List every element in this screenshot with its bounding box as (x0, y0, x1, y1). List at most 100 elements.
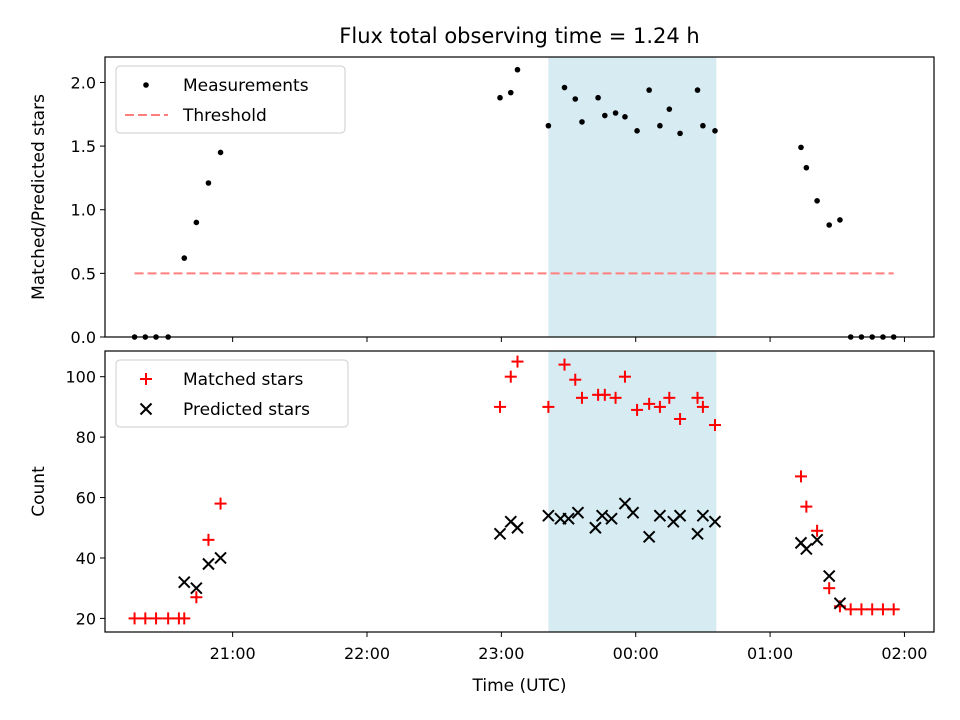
measurement-point (803, 164, 810, 171)
x-b (542, 509, 555, 522)
y-tick-label: 2.0 (71, 73, 96, 92)
predicted-star-point (800, 542, 813, 556)
x-b (190, 581, 203, 595)
matched-star-point (866, 603, 879, 616)
matched-star-point (811, 524, 824, 537)
predicted-star-point (653, 509, 667, 522)
x-b (800, 542, 813, 556)
predicted-star-point (178, 575, 191, 589)
measurement-point (579, 119, 585, 125)
matched-star-point (504, 370, 517, 383)
legend-box (115, 65, 346, 134)
predicted-star-point (542, 509, 555, 522)
matched-star-point (653, 400, 666, 413)
matched-star-point (674, 412, 687, 425)
matched-star-point (598, 388, 611, 401)
predicted-star-point (833, 597, 847, 610)
x-b (822, 569, 836, 583)
predicted-star-point (190, 581, 203, 595)
matched-star-point (855, 603, 868, 616)
x-b (708, 515, 722, 528)
measurement-point (798, 144, 804, 151)
y-axis-label: Matched/Predicted stars (29, 94, 49, 300)
count-panel: 20 40 60 80 100 21:00 22:00 23:00 00:00 01:00 02:0… (29, 350, 935, 663)
measurement-point (814, 198, 820, 204)
y-tick-label: 40 (76, 549, 96, 568)
highlight-span (548, 57, 717, 337)
measurement-point (700, 122, 706, 129)
matched-star-point (823, 582, 836, 595)
predicted-star-point (571, 506, 585, 519)
x-b (493, 527, 507, 541)
matched-star-point (202, 533, 215, 546)
matched-star-point (511, 355, 524, 368)
legend-measurement-swatch (143, 82, 149, 88)
matched-star-point (691, 391, 704, 404)
x-b (562, 512, 575, 525)
legend-box (115, 359, 349, 428)
axes-frame (104, 56, 935, 338)
predicted-star-point (202, 557, 215, 571)
x-b (653, 509, 667, 522)
x-b (571, 506, 585, 519)
measurement-point (694, 87, 701, 93)
measurement-point (572, 96, 579, 102)
x-tick-label: 22:00 (344, 644, 390, 663)
measurement-point (712, 128, 718, 134)
predicted-star-point (589, 521, 602, 534)
y-tick-label: 100 (65, 368, 96, 387)
x-b (178, 575, 191, 589)
x-b (833, 597, 847, 610)
y-tick-label: 1.0 (71, 201, 96, 220)
x-b (511, 521, 524, 534)
y-tick-label: 0.5 (71, 264, 96, 283)
legend-predicted-swatch (139, 402, 153, 416)
measurement-point (612, 110, 619, 116)
y-tick-label: 20 (76, 609, 96, 628)
matched-star-point (844, 603, 857, 616)
matched-star-point (150, 612, 163, 625)
x-tick-label: 00:00 (613, 644, 659, 663)
legend-label: Predicted stars (183, 400, 310, 420)
measurement-point (497, 94, 503, 101)
predicted-star-point (642, 530, 656, 544)
matched-star-point (663, 391, 676, 404)
measurement-point (826, 222, 832, 228)
matched-star-point (609, 391, 622, 404)
matched-star-point (708, 419, 721, 432)
matched-star-point (794, 470, 807, 483)
x-b (673, 509, 687, 522)
matched-star-point (618, 370, 631, 383)
predicted-star-point (626, 506, 640, 519)
measurement-point (595, 94, 601, 101)
predicted-star-point (605, 512, 618, 525)
measurement-point (634, 128, 640, 134)
y-tick-label: 80 (76, 428, 96, 447)
measurement-point (205, 180, 212, 186)
measurement-point (602, 112, 608, 119)
matched-star-point (494, 400, 507, 413)
x-b (214, 551, 227, 565)
matched-star-point (569, 373, 582, 386)
measurement-point (545, 122, 552, 129)
x-tick-label: 02:00 (881, 644, 927, 663)
x-b (589, 521, 602, 534)
matched-star-point (575, 391, 588, 404)
x-tick-label: 21:00 (210, 644, 256, 663)
measurement-point (181, 255, 188, 261)
matched-star-point (190, 591, 203, 604)
matched-star-point (558, 358, 571, 371)
measurement-point (646, 87, 652, 93)
ratio-panel: 0.0 0.5 1.0 1.5 2.0 Matched/Predicted stars Me… (29, 56, 935, 347)
x-b (202, 557, 215, 571)
matched-star-point (887, 603, 900, 616)
legend: Measurements Threshold (115, 65, 346, 134)
x-b (642, 530, 656, 544)
chart-title: Flux total observing time = 1.24 h (339, 24, 699, 48)
predicted-star-point (691, 527, 704, 541)
matched-star-point (214, 497, 227, 510)
measurement-point (666, 106, 673, 112)
matched-star-point (128, 612, 141, 625)
x-b (595, 509, 609, 522)
measurement-point (561, 84, 568, 91)
